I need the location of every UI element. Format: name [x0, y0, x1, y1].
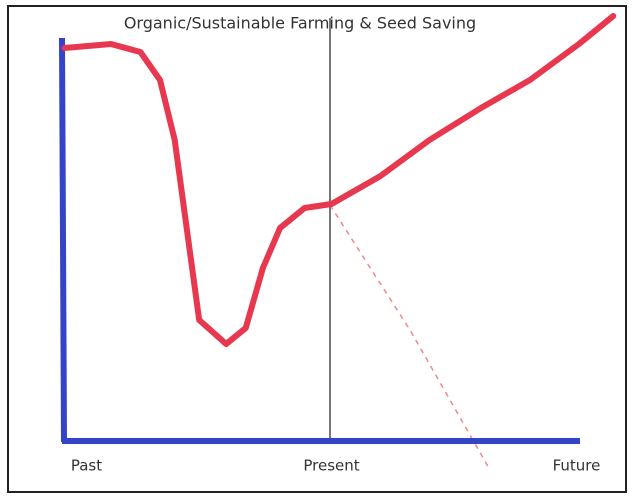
x-tick-label: Present	[303, 457, 359, 475]
data-line	[61, 13, 617, 347]
x-tick-label: Future	[553, 457, 601, 475]
y-axis	[59, 37, 67, 443]
x-tick-label: Past	[71, 457, 102, 475]
chart-title: Organic/Sustainable Farming & Seed Savin…	[124, 14, 476, 33]
